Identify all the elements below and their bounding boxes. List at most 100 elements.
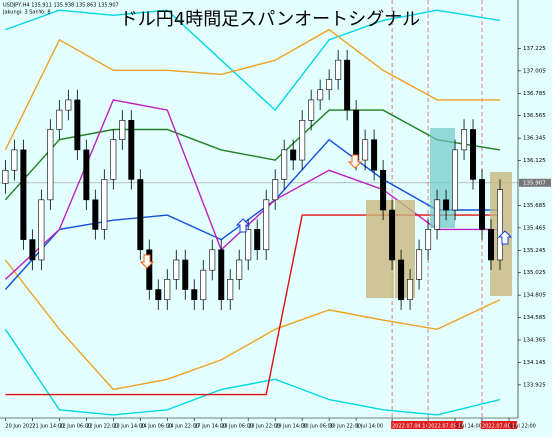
- candle-body: [479, 179, 486, 230]
- candle-body: [191, 289, 198, 301]
- candle-body: [389, 209, 396, 261]
- candle-body: [74, 99, 81, 151]
- candle-body: [164, 279, 171, 301]
- chart-title: ドル円4時間足スパンオートシグナル: [120, 9, 420, 30]
- y-tick-label: 136.565: [523, 113, 546, 119]
- candle-body: [497, 189, 504, 261]
- candle-body: [110, 139, 117, 180]
- x-tick-label: 24 Jun 22:00: [167, 424, 199, 430]
- x-tick-label: 5 Jul 14:00: [455, 424, 482, 430]
- x-tick-label: 22 Jun 22:00: [86, 424, 118, 430]
- x-tick-label: 2022.07.06 18:00: [482, 424, 527, 430]
- candle-body: [101, 179, 108, 230]
- candle-body: [29, 239, 36, 261]
- candle-body: [443, 199, 450, 211]
- candle-body: [47, 129, 54, 201]
- candle-body: [407, 279, 414, 301]
- candle-body: [317, 89, 324, 101]
- candle-body: [182, 259, 189, 290]
- x-tick-label: 2022.07.05 18:00: [428, 424, 473, 430]
- candle-body: [119, 120, 126, 140]
- x-tick-label: 28 Jun 06:00: [221, 424, 253, 430]
- candle-body: [56, 109, 63, 130]
- candle-body: [335, 59, 342, 80]
- candle-body: [65, 99, 72, 111]
- candle-body: [353, 109, 360, 161]
- candle-body: [488, 229, 495, 261]
- candle-body: [83, 149, 90, 201]
- candle-body: [371, 139, 378, 171]
- x-tick-label: 2022.07.04 14:00: [392, 424, 437, 430]
- y-tick-label: 133.925: [523, 382, 546, 388]
- candle-body: [218, 249, 225, 301]
- candle-body: [155, 289, 162, 301]
- candle-body: [173, 259, 180, 280]
- x-tick-label: 29 Jun 14:00: [275, 424, 307, 430]
- x-tick-label: 6 Jul 22:00: [509, 424, 536, 430]
- y-tick-label: 134.145: [523, 360, 546, 366]
- y-tick-label: 134.585: [523, 315, 546, 321]
- candle-body: [434, 199, 441, 230]
- candle-body: [92, 199, 99, 230]
- candle-body: [470, 129, 477, 180]
- candle-body: [236, 259, 243, 280]
- candle-body: [272, 179, 279, 201]
- sell-arrow: [347, 154, 363, 169]
- x-tick-highlight: [427, 421, 464, 429]
- y-tick-label: 136.785: [523, 91, 546, 97]
- x-tick-label: 30 Jun 22:00: [329, 424, 361, 430]
- x-tick-label: 24 Jun 06:00: [140, 424, 172, 430]
- candle-body: [146, 249, 153, 290]
- candle-body: [200, 269, 207, 301]
- candle-body: [263, 199, 270, 251]
- indicator-line: [4, 328, 501, 416]
- candle-body: [209, 249, 216, 271]
- candle-body: [398, 259, 405, 301]
- candle-body: [20, 149, 27, 240]
- y-tick-label: 135.245: [523, 248, 546, 254]
- x-tick-label: 21 Jun 14:00: [32, 424, 64, 430]
- y-tick-label: 134.805: [523, 293, 546, 299]
- buy-arrow: [497, 230, 513, 245]
- buy-arrow: [235, 218, 251, 233]
- candle-body: [425, 229, 432, 251]
- marks: [2, 49, 504, 310]
- candle-body: [290, 149, 297, 161]
- x-tick-label: 1 Jul 14:00: [356, 424, 383, 430]
- candle-body: [299, 120, 306, 161]
- candle-body: [38, 199, 45, 261]
- indicator-line: [4, 259, 501, 391]
- candle-body: [245, 229, 252, 261]
- signal-box: [430, 128, 455, 228]
- candle-body: [2, 169, 9, 184]
- candle-body: [326, 79, 333, 91]
- x-tick-label: 28 Jun 22:00: [248, 424, 280, 430]
- current-price-label: 135.907: [523, 180, 546, 186]
- candle-body: [128, 120, 135, 180]
- x-tick-label: 20 Jun 2022: [5, 424, 35, 430]
- candle-body: [11, 149, 18, 171]
- candle-body: [452, 149, 459, 211]
- header-line: USDJPY,H4 135.911 135.938 135.863 135.90…: [3, 3, 119, 9]
- y-tick-label: 137.005: [523, 68, 546, 74]
- y-tick-label: 136.125: [523, 158, 546, 164]
- y-tick-label: 135.025: [523, 270, 546, 276]
- indicator-line: [5, 9, 501, 112]
- candle-body: [281, 149, 288, 180]
- y-tick-label: 136.345: [523, 136, 546, 142]
- candle-body: [362, 139, 369, 161]
- indicator-line: [4, 109, 501, 201]
- y-tick-label: 137.225: [523, 46, 546, 52]
- y-tick-label: 135.465: [523, 225, 546, 231]
- candle-body: [137, 179, 144, 251]
- y-tick-label: 135.685: [523, 203, 546, 209]
- x-tick-label: 23 Jun 14:00: [113, 424, 145, 430]
- candle-body: [380, 169, 387, 211]
- current-price-box: [519, 178, 551, 187]
- candle-body: [308, 99, 315, 121]
- candle-body: [254, 229, 261, 251]
- x-tick-label: 22 Jun 06:00: [59, 424, 91, 430]
- sell-arrow: [139, 254, 155, 269]
